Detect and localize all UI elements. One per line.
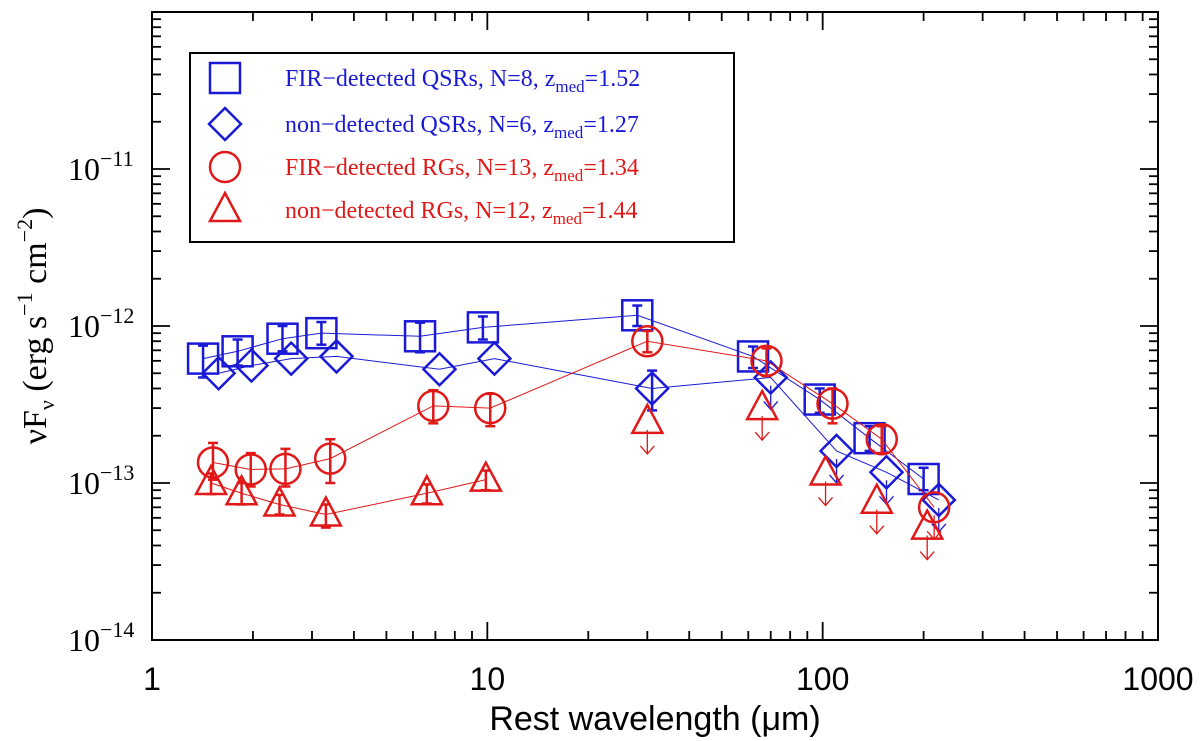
y-axis-label: νFν (erg s−1 cm−2) bbox=[12, 208, 59, 445]
data-point-circle bbox=[816, 387, 849, 420]
data-point-diamond bbox=[752, 359, 789, 396]
upper-limit-arrowhead bbox=[829, 474, 845, 484]
series-line bbox=[210, 479, 486, 516]
data-point-triangle bbox=[468, 460, 503, 492]
data-point-square bbox=[266, 322, 299, 355]
data-point-triangle bbox=[224, 473, 259, 506]
data-point-diamond bbox=[421, 351, 458, 388]
legend-marker-square bbox=[208, 61, 242, 95]
x-tick-label: 1 bbox=[143, 661, 161, 697]
axis-tick-labels: 1 10 100 1000 10−14 10−13 10−12 10−11 bbox=[68, 146, 1194, 697]
legend-label: FIR−detected QSRs, N=8, zmed=1.52 bbox=[285, 66, 640, 96]
data-point-circle bbox=[417, 389, 450, 423]
y-tick-label: 10−13 bbox=[68, 460, 134, 501]
data-point-circle bbox=[750, 344, 783, 378]
upper-limit-arrowhead bbox=[869, 525, 885, 535]
upper-limit-arrowhead bbox=[818, 497, 834, 507]
legend-marker-circle bbox=[208, 150, 242, 184]
series-diamond bbox=[200, 338, 957, 533]
x-tick-label: 10 bbox=[470, 661, 506, 697]
series-line bbox=[218, 355, 940, 501]
data-point-diamond bbox=[634, 370, 670, 407]
data-point-circle bbox=[313, 442, 347, 475]
axes: 1 10 100 1000 10−14 10−13 10−12 10−11 bbox=[68, 11, 1194, 697]
data-point-square bbox=[803, 383, 836, 416]
y-tick-label: 10−11 bbox=[68, 146, 134, 187]
x-tick-label: 1000 bbox=[1122, 661, 1193, 697]
y-tick-label: 10−12 bbox=[68, 303, 134, 344]
data-point-diamond bbox=[318, 338, 355, 375]
data-point-triangle bbox=[910, 507, 945, 540]
data-point-triangle bbox=[630, 402, 665, 435]
x-axis-label: Rest wavelength (μm) bbox=[489, 700, 820, 738]
series-triangle bbox=[193, 388, 945, 561]
data-point-circle bbox=[196, 446, 230, 479]
legend: FIR−detected QSRs, N=8, zmed=1.52 non−det… bbox=[189, 52, 735, 243]
data-point-diamond bbox=[476, 340, 513, 377]
data-point-triangle bbox=[308, 494, 343, 527]
data-marks bbox=[186, 299, 957, 561]
axis-ticks bbox=[152, 12, 1158, 640]
data-point-triangle bbox=[859, 482, 894, 514]
data-point-triangle bbox=[193, 463, 229, 496]
legend-marker-diamond bbox=[207, 106, 243, 142]
upper-limit-arrowhead bbox=[919, 551, 935, 561]
data-point-diamond bbox=[233, 347, 270, 384]
data-point-circle bbox=[234, 453, 267, 486]
data-point-square bbox=[403, 320, 437, 353]
legend-box bbox=[189, 52, 735, 243]
data-point-diamond bbox=[273, 340, 309, 377]
data-point-triangle bbox=[409, 473, 444, 506]
upper-limit-arrowhead bbox=[754, 431, 770, 442]
upper-limit-arrowhead bbox=[639, 445, 655, 455]
data-point-triangle bbox=[745, 388, 780, 421]
data-point-square bbox=[466, 311, 500, 344]
legend-label: FIR−detected RGs, N=13, zmed=1.34 bbox=[285, 155, 639, 185]
data-point-circle bbox=[865, 422, 898, 456]
data-point-diamond bbox=[200, 355, 237, 392]
data-point-circle bbox=[269, 452, 302, 486]
series-circle bbox=[196, 324, 951, 541]
data-point-triangle bbox=[262, 484, 297, 517]
data-point-diamond bbox=[818, 433, 855, 469]
legend-label: non−detected RGs, N=12, zmed=1.44 bbox=[285, 198, 638, 228]
data-point-circle bbox=[473, 391, 507, 425]
series-line bbox=[202, 314, 924, 480]
legend-marker-triangle bbox=[207, 190, 243, 223]
legend-label: non−detected QSRs, N=6, zmed=1.27 bbox=[285, 112, 639, 142]
y-tick-label: 10−14 bbox=[68, 617, 134, 658]
x-tick-label: 100 bbox=[796, 661, 849, 697]
data-point-triangle bbox=[808, 453, 843, 486]
data-point-diamond bbox=[868, 454, 905, 491]
data-point-square bbox=[305, 316, 338, 350]
data-point-square bbox=[853, 421, 886, 455]
data-point-circle bbox=[631, 324, 664, 358]
